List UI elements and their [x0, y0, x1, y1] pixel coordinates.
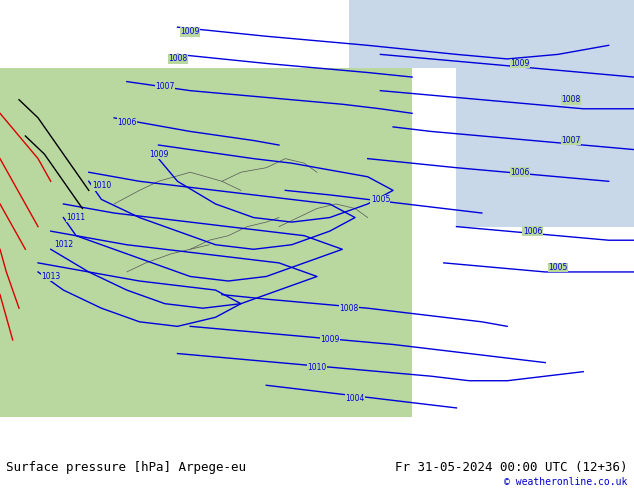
Text: 1006: 1006: [523, 227, 542, 236]
Text: © weatheronline.co.uk: © weatheronline.co.uk: [504, 477, 628, 487]
Text: 1013: 1013: [41, 272, 60, 281]
Text: 1009: 1009: [510, 59, 529, 68]
Text: 1007: 1007: [155, 82, 174, 91]
Text: 1004: 1004: [346, 394, 365, 403]
Text: 1008: 1008: [561, 95, 580, 104]
Text: 1012: 1012: [54, 240, 73, 249]
Text: 1005: 1005: [548, 263, 567, 272]
Text: 1008: 1008: [339, 304, 358, 313]
Text: 1010: 1010: [307, 363, 327, 371]
Polygon shape: [0, 68, 412, 417]
Text: 1011: 1011: [67, 213, 86, 222]
Polygon shape: [349, 0, 634, 68]
Text: 1009: 1009: [149, 149, 168, 159]
Text: 1008: 1008: [168, 54, 187, 63]
Text: 1007: 1007: [561, 136, 580, 145]
Text: Surface pressure [hPa] Arpege-eu: Surface pressure [hPa] Arpege-eu: [6, 461, 247, 474]
Text: 1005: 1005: [371, 195, 390, 204]
Text: 1009: 1009: [320, 336, 339, 344]
Text: 1006: 1006: [510, 168, 529, 177]
Text: 1010: 1010: [92, 181, 111, 190]
Text: Fr 31-05-2024 00:00 UTC (12+36): Fr 31-05-2024 00:00 UTC (12+36): [395, 461, 628, 474]
Polygon shape: [456, 68, 634, 226]
Text: 1009: 1009: [181, 27, 200, 36]
Text: 1006: 1006: [117, 118, 136, 127]
